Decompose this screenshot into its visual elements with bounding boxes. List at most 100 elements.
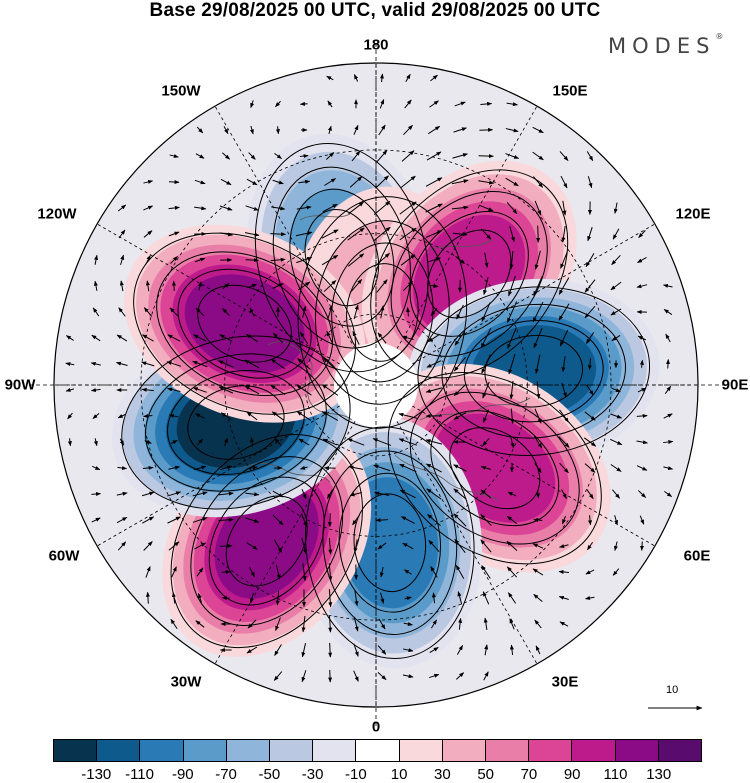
wind-vector: [481, 302, 491, 322]
wind-vector: [295, 231, 313, 237]
wind-vector: [482, 591, 490, 605]
wind-vector: [93, 280, 98, 291]
colorbar-tick-label: -130: [81, 766, 112, 783]
wind-vector: [559, 621, 569, 627]
wind-vector: [374, 491, 390, 497]
wind-vector: [665, 333, 671, 343]
wind-vector: [118, 307, 126, 317]
wind-vector: [379, 99, 385, 109]
wind-vector: [322, 203, 338, 213]
wind-vector: [662, 284, 673, 288]
wind-vector: [321, 229, 339, 239]
wind-vector: [638, 230, 646, 238]
wind-vector: [453, 127, 467, 133]
meridian: [214, 421, 356, 665]
wind-vector: [453, 383, 467, 397]
wind-vector: [534, 619, 542, 629]
wind-vector: [270, 384, 286, 396]
wind-vector: [453, 356, 467, 372]
wind-vector: [533, 327, 543, 349]
wind-vector: [478, 154, 494, 159]
wind-vector: [425, 230, 443, 238]
wind-vector: [218, 517, 234, 522]
wind-vector: [224, 437, 228, 447]
coastline: [419, 397, 531, 421]
wind-vector: [586, 489, 594, 500]
wind-vector: [373, 200, 391, 216]
wind-vector: [271, 411, 285, 421]
wind-vector: [637, 256, 647, 264]
wind-vector: [402, 648, 414, 653]
wind-vector: [248, 152, 256, 160]
wind-vector: [143, 230, 153, 238]
wind-vector: [196, 567, 204, 577]
wind-vector: [353, 74, 359, 82]
colorbar-tick-label: 30: [434, 766, 451, 783]
wind-vector: [560, 175, 568, 189]
plot-title: Base 29/08/2025 00 UTC, valid 29/08/2025…: [149, 0, 601, 21]
wind-vector: [67, 412, 73, 420]
wind-vector: [94, 254, 99, 265]
wind-vector: [143, 541, 153, 551]
wind-vector: [353, 643, 359, 657]
wind-vector: [454, 330, 466, 346]
wind-vector: [534, 408, 542, 424]
wind-vector: [584, 463, 596, 473]
wind-vector: [353, 304, 359, 320]
longitude-label: 90E: [721, 376, 749, 394]
wind-vector: [167, 491, 182, 497]
wind-vector: [301, 643, 307, 658]
wind-vector: [301, 616, 306, 633]
wind-vector: [220, 412, 232, 420]
wind-vectors: [65, 73, 674, 683]
wind-vector: [532, 151, 544, 161]
wind-vector: [272, 283, 284, 289]
wind-vector: [428, 125, 441, 135]
wind-vector: [219, 334, 233, 342]
wind-vector: [197, 438, 203, 446]
wind-vector: [373, 226, 391, 242]
wind-vector: [353, 670, 359, 682]
wind-vector: [532, 301, 544, 323]
colorbar-swatch: [572, 740, 616, 761]
wind-vector: [614, 541, 618, 551]
wind-vector: [402, 674, 414, 679]
wind-vector: [505, 128, 519, 133]
wind-vector: [299, 465, 308, 470]
wind-vector: [321, 384, 339, 396]
wind-vector: [429, 646, 439, 654]
wind-vector: [298, 179, 311, 184]
wind-vector: [171, 591, 176, 604]
wind-vector: [637, 387, 647, 393]
colorbar-swatch: [270, 740, 314, 761]
wind-vector: [380, 592, 385, 604]
wind-vector: [246, 178, 258, 186]
height-contour: [353, 493, 427, 593]
wind-vector: [588, 515, 593, 526]
height-contour: [272, 166, 411, 349]
wind-vector: [198, 592, 202, 603]
wind-vector: [403, 569, 412, 575]
wind-vector: [584, 305, 596, 319]
wind-vector: [636, 284, 648, 289]
wind-vector: [302, 563, 307, 582]
wind-vector: [480, 101, 493, 106]
wind-vector: [506, 102, 518, 107]
wind-vector: [117, 204, 127, 212]
height-contours: [121, 142, 651, 660]
wind-vector: [562, 200, 567, 216]
wind-vector: [298, 438, 310, 446]
height-contour: [314, 220, 450, 405]
colorbar-swatch: [97, 740, 141, 761]
wind-vector: [327, 100, 333, 108]
wind-vector: [584, 279, 596, 293]
wind-vector: [117, 466, 128, 470]
colorbar-swatch: [658, 740, 702, 761]
meridian: [214, 105, 356, 349]
wind-vector: [171, 566, 177, 578]
wind-vector: [426, 151, 442, 161]
wind-vector: [145, 280, 150, 292]
wind-vector: [169, 307, 179, 317]
wind-vector: [270, 232, 287, 237]
wind-vector: [244, 232, 260, 237]
